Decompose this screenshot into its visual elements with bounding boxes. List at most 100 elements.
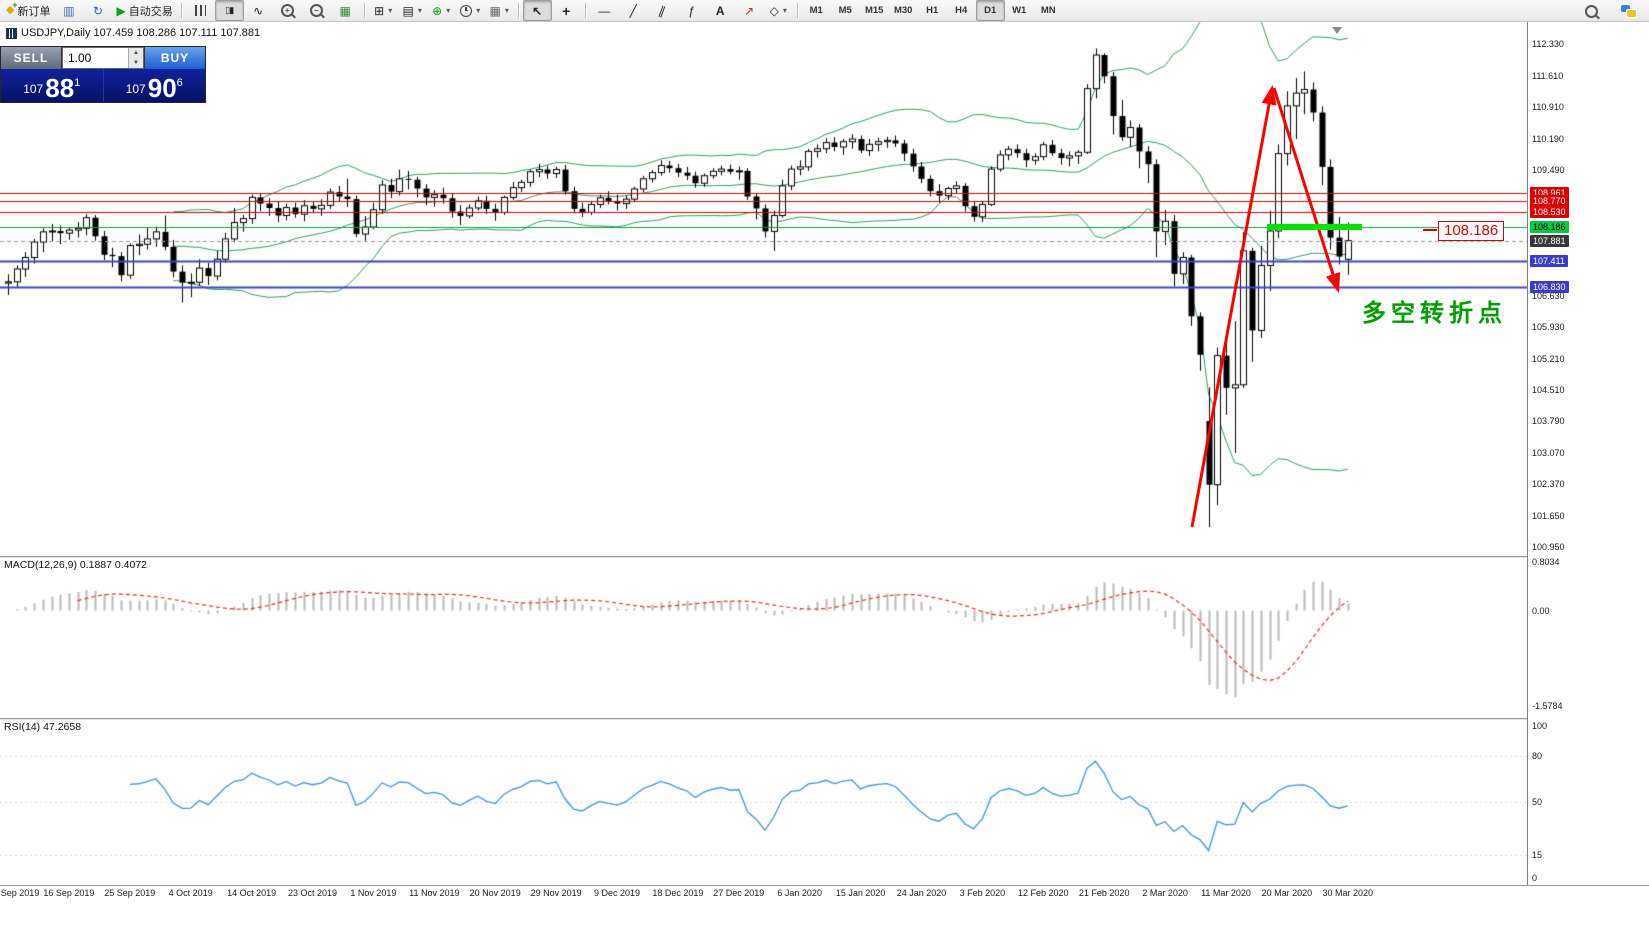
search-icon [1585,4,1598,18]
timeframe-mn-button[interactable]: MN [1040,5,1056,16]
dropdown-arrow-icon: ▾ [476,6,481,15]
macd-label: MACD(12,26,9) 0.1887 0.4072 [4,559,148,571]
date-tick-label: 16 Sep 2019 [43,888,95,898]
horizontal-line-icon: — [598,3,611,18]
chat-bubbles-icon [1621,4,1637,18]
one-click-trading-panel: SELL ▲ ▼ BUY 107 88 1 107 90 6 [0,46,206,103]
new-chart-button[interactable]: ⊞ ▾ [369,0,398,21]
rsi-indicator-canvas[interactable] [0,718,1527,885]
date-tick-label: 23 Oct 2019 [287,888,338,898]
level-highlight-bar[interactable] [1267,224,1362,230]
turning-point-annotation[interactable]: 多空转折点 [1362,300,1507,327]
rsi-axis-label: 100 [1532,721,1548,731]
date-tick-label: 11 Mar 2020 [1201,888,1251,898]
timeframe-m30-button[interactable]: M30 [893,5,913,16]
timeframe-w1-button[interactable]: W1 [1012,5,1027,16]
timeframe-h4-button[interactable]: H4 [955,5,968,16]
buy-price-whole: 107 [125,82,146,96]
dropdown-arrow-icon: ▾ [446,6,451,15]
timeframe-group: M1 M5 M15 M30 H1 H4 D1 W1 MN [802,0,1063,22]
market-watch-icon: ▥ [63,3,75,18]
sell-price[interactable]: 107 88 1 [1,69,104,102]
new-order-button[interactable]: ◆ + 新订单 [2,0,54,21]
auto-trading-label: 自动交易 [128,5,173,18]
toolbar-separator [363,3,365,18]
price-axis-label: 110.190 [1532,133,1564,144]
bar-chart-icon [194,5,206,16]
lot-spinner-up-icon[interactable]: ▲ [133,50,139,56]
profiles-button[interactable]: ▤ ▾ [398,0,427,21]
date-tick-label: 14 Oct 2019 [227,888,277,898]
dropdown-arrow-icon: ▾ [782,6,787,15]
candlestick-mode-button[interactable]: ▯▮ [214,0,244,21]
channel-tool-button[interactable]: ∥ [648,0,677,21]
timeframe-d1-button[interactable]: D1 [975,0,1005,21]
price-axis-label: 105.930 [1532,321,1565,332]
new-order-icon: ◆ + [6,0,18,16]
auto-trading-button[interactable]: ▶ 自动交易 [112,0,176,21]
date-tick-label: 20 Mar 2020 [1261,888,1313,898]
price-line-label: 108.186 [1530,221,1569,234]
macd-axis-label: 0.00 [1532,605,1550,616]
text-tool-button[interactable]: A [706,0,735,21]
lot-size-input[interactable] [63,48,128,68]
trendline-tool-button[interactable]: ╱ [619,0,648,21]
indicators-add-icon: ⊕ [432,3,443,18]
date-tick-label: 30 Mar 2020 [1322,888,1374,898]
line-chart-mode-button[interactable]: ∿ [244,0,273,21]
crosshair-tool-button[interactable]: + [552,0,581,21]
price-line-label: 106.830 [1530,281,1569,294]
bar-chart-mode-button[interactable] [186,0,215,21]
shapes-tool-button[interactable]: ◇ ▾ [764,0,793,21]
crosshair-icon: + [562,2,571,19]
indicators-button[interactable]: ⊕ ▾ [427,0,456,21]
fibonacci-icon: ƒ [687,3,695,18]
macd-indicator-canvas[interactable] [0,556,1527,718]
date-tick-label: 4 Oct 2019 [168,888,213,898]
zoom-out-button[interactable]: − [302,0,331,21]
cursor-tool-button[interactable]: ↖ [522,0,552,21]
zoom-in-button[interactable]: + [273,0,302,21]
buy-price[interactable]: 107 90 6 [104,69,206,102]
date-tick-label: 11 Nov 2019 [409,888,460,898]
timeframe-m5-button[interactable]: M5 [838,5,852,16]
price-axis-label: 102.370 [1532,479,1565,490]
timeframe-h1-button[interactable]: H1 [926,5,939,16]
tile-windows-button[interactable]: ▦ [331,0,360,21]
market-watch-button[interactable]: ▥ [54,0,83,21]
panel-separator[interactable] [0,718,1649,719]
lot-spinner-down-icon[interactable]: ▼ [133,60,139,66]
timeframe-m1-button[interactable]: M1 [809,5,823,16]
date-axis[interactable]: Sep 2019 16 Sep 2019 25 Sep 2019 4 Oct 2019… [0,886,1649,944]
price-line-label: 107.411 [1530,255,1568,268]
price-level-callout[interactable]: 108.186 [1438,221,1505,241]
price-axis-label: 104.510 [1532,384,1565,395]
price-axis-label: 101.650 [1532,511,1565,522]
search-button[interactable] [1577,1,1606,22]
navigator-button[interactable]: ↻ [83,0,112,21]
cursor-icon: ↖ [532,3,543,18]
periods-button[interactable]: ▾ [456,0,485,21]
date-tick-label: 25 Sep 2019 [104,888,156,898]
community-button[interactable] [1614,1,1643,22]
date-tick-label: 27 Dec 2019 [713,888,765,898]
chart-shift-marker[interactable] [1332,27,1342,34]
timeframe-m15-button[interactable]: M15 [864,5,884,16]
buy-price-pips: 90 [147,73,177,103]
buy-button[interactable]: BUY [144,47,205,69]
dropdown-arrow-icon: ▾ [417,6,422,15]
date-tick-label: 18 Dec 2019 [652,888,704,898]
arrow-tool-button[interactable]: ↗ [735,0,764,21]
sell-button[interactable]: SELL [1,47,62,69]
zoom-out-icon: − [309,4,323,17]
toolbar-separator [584,3,586,18]
price-axis-label: 106.630 [1532,290,1565,301]
price-axis-label: 103.070 [1532,448,1565,459]
buy-price-point: 6 [176,77,183,89]
horizontal-line-tool-button[interactable]: — [590,0,619,21]
price-axis[interactable]: 112.330 111.610 110.910 110.190 109.490 106.6… [1527,22,1649,885]
fibonacci-tool-button[interactable]: ƒ [677,0,706,21]
templates-button[interactable]: ▦ ▾ [485,0,514,21]
panel-separator[interactable] [0,556,1649,557]
main-chart-canvas[interactable] [0,22,1527,556]
